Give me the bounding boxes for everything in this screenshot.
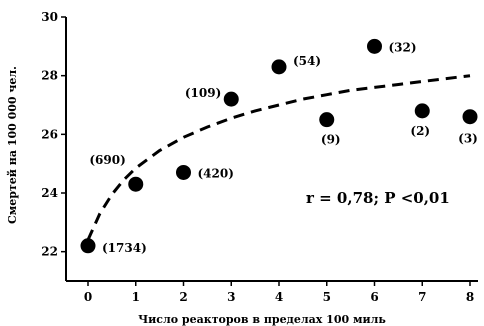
data-point-label: (32) xyxy=(389,40,417,54)
x-axis-ticks: 0 1 2 3 4 5 6 7 8 xyxy=(84,281,474,304)
y-axis-ticks: 22 24 26 28 30 xyxy=(41,10,66,259)
data-point xyxy=(462,109,478,125)
x-tick-label: 7 xyxy=(418,290,426,304)
data-point-label: (3) xyxy=(458,132,478,146)
y-tick-label: 26 xyxy=(41,127,58,141)
data-point xyxy=(128,176,144,192)
data-point-label: (9) xyxy=(321,133,341,147)
data-point xyxy=(176,164,191,180)
x-tick-label: 0 xyxy=(84,290,92,304)
y-tick-label: 28 xyxy=(41,69,58,83)
data-point-label: (54) xyxy=(293,54,321,68)
data-point-label: (1734) xyxy=(102,241,147,255)
data-point xyxy=(414,103,430,119)
x-tick-label: 6 xyxy=(370,290,378,304)
data-point-label: (2) xyxy=(410,124,430,138)
x-tick-label: 4 xyxy=(275,290,283,304)
x-tick-label: 5 xyxy=(323,290,331,304)
data-point-label: (690) xyxy=(89,153,125,167)
y-tick-label: 30 xyxy=(41,10,58,24)
data-point-label: (420) xyxy=(198,166,234,180)
data-point xyxy=(80,238,96,254)
y-axis-title: Смертей на 100 000 чел. xyxy=(6,66,19,224)
trend-line xyxy=(86,74,471,241)
data-point-label: (109) xyxy=(185,86,221,100)
correlation-annotation: r = 0,78; P <0,01 xyxy=(306,189,450,207)
x-tick-label: 8 xyxy=(466,290,474,304)
data-point xyxy=(367,38,382,54)
x-tick-label: 2 xyxy=(179,290,187,304)
y-tick-label: 22 xyxy=(41,245,58,259)
data-point xyxy=(223,91,239,107)
data-point xyxy=(271,59,287,75)
data-point xyxy=(319,112,335,128)
y-tick-label: 24 xyxy=(41,186,58,200)
x-tick-label: 3 xyxy=(227,290,235,304)
x-tick-label: 1 xyxy=(132,290,140,304)
axes xyxy=(65,17,478,282)
data-points: (1734) (690) (420) (109) (54) (9) (32) (2) (3) xyxy=(80,38,478,255)
x-axis-title: Число реакторов в пределах 100 миль xyxy=(138,313,386,326)
